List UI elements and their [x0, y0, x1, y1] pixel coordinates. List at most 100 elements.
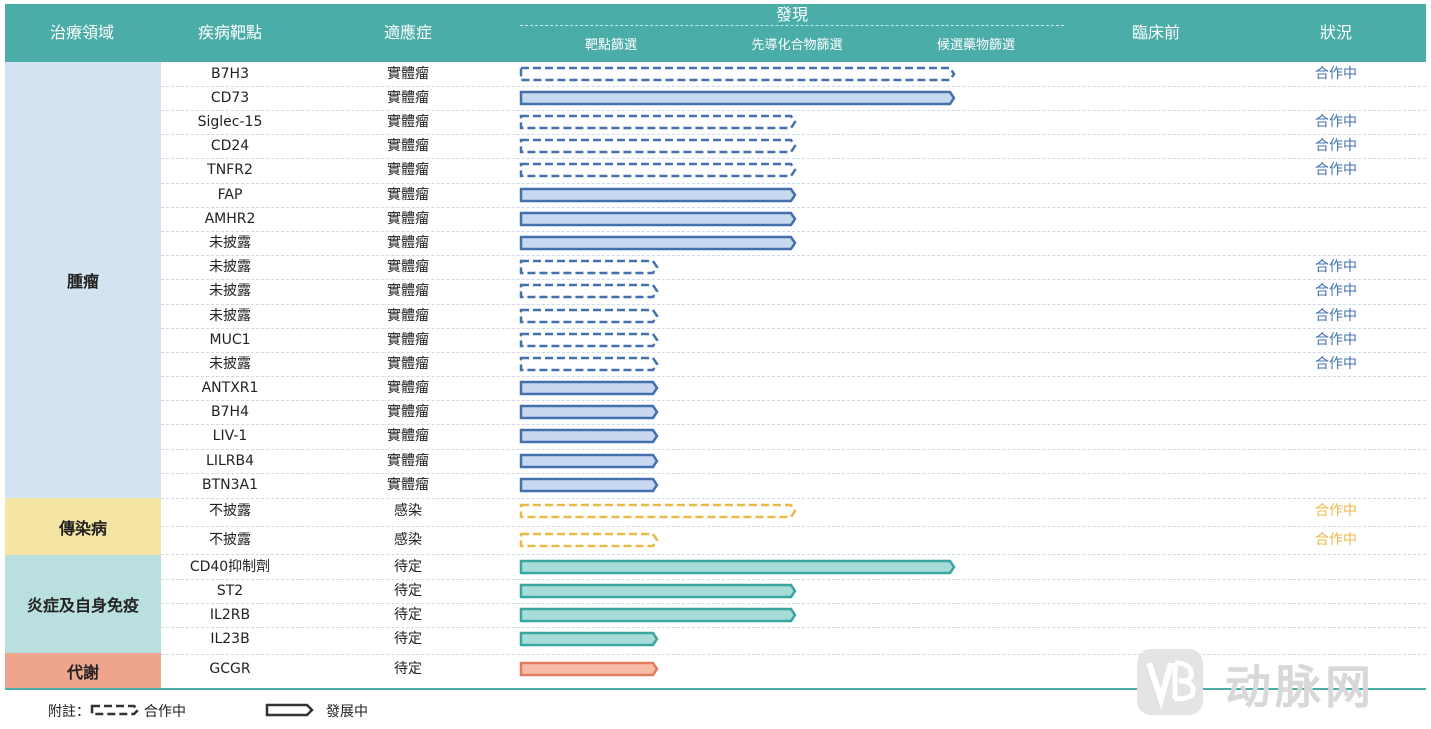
target-label: 未披露	[209, 259, 251, 275]
target-label: 不披露	[209, 532, 251, 548]
discovery-divider	[520, 25, 1064, 26]
indication-label: 待定	[394, 559, 422, 575]
indication-label: 待定	[394, 607, 422, 623]
row-divider	[161, 400, 1426, 401]
target-label: 不披露	[209, 503, 251, 519]
pipeline-bar	[519, 187, 797, 203]
row-divider	[161, 158, 1426, 159]
watermark-text: 动脉网	[1225, 660, 1375, 714]
header-preclinical: 臨床前	[1131, 23, 1181, 42]
pipeline-bar	[519, 90, 956, 106]
target-label: 未披露	[209, 308, 251, 324]
header-stage-lead-screening: 先導化合物篩選	[751, 38, 843, 53]
row-divider	[161, 134, 1426, 135]
row-divider	[161, 579, 1426, 580]
indication-label: 實體瘤	[387, 283, 429, 299]
pipeline-bar	[519, 503, 797, 519]
legend-developing-label: 發展中	[326, 704, 368, 720]
row-divider	[161, 110, 1426, 111]
target-label: TNFR2	[207, 162, 253, 178]
indication-label: 實體瘤	[387, 332, 429, 348]
pipeline-bar	[519, 661, 659, 677]
pipeline-bar	[519, 380, 659, 396]
pipeline-bar	[519, 259, 659, 275]
header-stage-candidate-screening: 候選藥物篩選	[936, 38, 1016, 53]
indication-label: 實體瘤	[387, 404, 429, 420]
table-header	[5, 4, 1426, 62]
pipeline-bar	[519, 532, 659, 548]
pipeline-bar	[519, 356, 659, 372]
target-label: 未披露	[209, 283, 251, 299]
row-divider	[161, 304, 1426, 305]
header-stage-target-screening: 靶點篩選	[584, 38, 638, 53]
target-label: 未披露	[209, 235, 251, 251]
target-label: FAP	[217, 187, 243, 203]
indication-label: 感染	[394, 503, 422, 519]
legend-partnered-label: 合作中	[144, 704, 186, 720]
pipeline-bar	[519, 66, 956, 82]
pipeline-bar	[519, 114, 797, 130]
status-label: 合作中	[1315, 532, 1357, 548]
target-label: LILRB4	[206, 453, 254, 469]
target-label: CD73	[210, 90, 250, 106]
status-label: 合作中	[1315, 283, 1357, 299]
target-label: Siglec-15	[197, 114, 263, 130]
indication-label: 實體瘤	[387, 90, 429, 106]
indication-label: 實體瘤	[387, 162, 429, 178]
indication-label: 實體瘤	[387, 138, 429, 154]
footnote-label: 附註：	[48, 704, 90, 720]
target-label: CD40抑制劑	[189, 559, 271, 575]
pipeline-bar	[519, 138, 797, 154]
pipeline-bar	[519, 559, 956, 575]
pipeline-bar	[519, 631, 659, 647]
row-divider	[161, 526, 1426, 527]
indication-label: 待定	[394, 661, 422, 677]
status-label: 合作中	[1315, 114, 1357, 130]
category-inflammation-autoimmune: 炎症及自身免疫	[5, 555, 161, 653]
pipeline-bar	[519, 211, 797, 227]
pipeline-bar	[519, 235, 797, 251]
row-divider	[161, 328, 1426, 329]
indication-label: 實體瘤	[387, 380, 429, 396]
pipeline-bar	[519, 583, 797, 599]
pipeline-bar	[519, 404, 659, 420]
status-label: 合作中	[1315, 503, 1357, 519]
row-divider	[161, 352, 1426, 353]
target-label: B7H3	[211, 66, 249, 82]
vb-logo-icon	[1137, 649, 1203, 715]
pipeline-bar	[519, 453, 659, 469]
target-label: ST2	[216, 583, 244, 599]
category-metabolic: 代謝	[5, 653, 161, 688]
row-divider	[161, 424, 1426, 425]
header-discovery: 發現	[775, 5, 809, 24]
pipeline-bar	[519, 332, 659, 348]
indication-label: 實體瘤	[387, 356, 429, 372]
target-label: CD24	[210, 138, 250, 154]
row-divider	[161, 86, 1426, 87]
indication-label: 實體瘤	[387, 428, 429, 444]
indication-label: 實體瘤	[387, 114, 429, 130]
table-bottom-rule	[5, 688, 1426, 690]
row-divider	[161, 376, 1426, 377]
indication-label: 實體瘤	[387, 453, 429, 469]
row-divider	[161, 183, 1426, 184]
row-divider	[161, 231, 1426, 232]
target-label: MUC1	[209, 332, 251, 348]
target-label: 未披露	[209, 356, 251, 372]
indication-label: 實體瘤	[387, 308, 429, 324]
row-divider	[161, 554, 1426, 555]
row-divider	[161, 449, 1426, 450]
status-label: 合作中	[1315, 308, 1357, 324]
header-status: 狀況	[1319, 23, 1353, 42]
target-label: AMHR2	[204, 211, 256, 227]
pipeline-bar	[519, 162, 797, 178]
pipeline-bar	[519, 477, 659, 493]
indication-label: 感染	[394, 532, 422, 548]
legend-partnered-icon	[90, 704, 140, 716]
target-label: IL2RB	[209, 607, 251, 623]
row-divider	[161, 473, 1426, 474]
indication-label: 實體瘤	[387, 235, 429, 251]
indication-label: 實體瘤	[387, 187, 429, 203]
